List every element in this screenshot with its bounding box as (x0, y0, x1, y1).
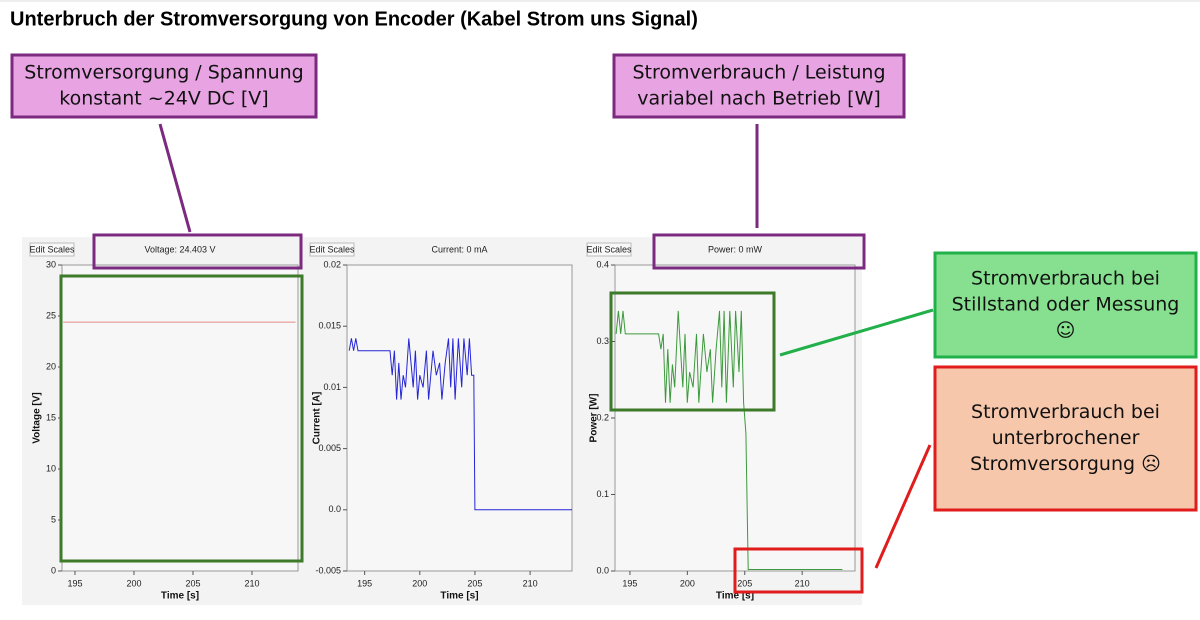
y-axis-label: Voltage [V] (32, 392, 43, 443)
y-tick-label: 15 (46, 412, 56, 422)
callout-text: Stromverbrauch / Leistung (632, 62, 885, 84)
highlight-voltage-header (92, 233, 303, 270)
x-tick-label: 210 (244, 578, 259, 588)
y-axis-label: Current [A] (312, 392, 323, 445)
x-tick-label: 210 (795, 578, 810, 588)
callout-box (10, 53, 318, 119)
y-tick-label: 10 (46, 463, 56, 473)
plot-area (61, 264, 299, 572)
highlight-power-header (652, 233, 866, 270)
slide-title: Unterbruch der Stromversorgung von Encod… (10, 8, 698, 30)
x-tick-label: 210 (523, 578, 538, 588)
callout-text: konstant ~24V DC [V] (59, 88, 268, 110)
y-tick-label: 0.01 (323, 382, 341, 392)
y-tick-label: 0.4 (596, 259, 609, 269)
chart-title: Voltage: 24.403 V (144, 244, 215, 254)
y-tick-label: 20 (46, 361, 56, 371)
x-tick-label: 195 (357, 578, 372, 588)
y-tick-label: 0.0 (328, 504, 341, 514)
y-tick-label: 0.3 (596, 336, 609, 346)
x-tick-label: 205 (737, 578, 752, 588)
chart-title: Power: 0 mW (708, 244, 763, 254)
x-tick-label: 205 (467, 578, 482, 588)
x-tick-label: 200 (126, 578, 141, 588)
y-tick-label: 30 (46, 259, 56, 269)
callout-text: Stromverbrauch bei (971, 268, 1160, 290)
edit-scales-label: Edit Scales (309, 244, 355, 254)
connector (779, 308, 934, 357)
y-tick-label: 0.2 (596, 412, 609, 422)
callout-text: unterbrochener (992, 427, 1140, 449)
callout-text: Stromversorgung / Spannung (24, 62, 303, 84)
y-tick-label: 0.015 (318, 321, 341, 331)
connector (158, 123, 192, 233)
highlight-power-zero (733, 547, 864, 594)
x-axis-label: Time [s] (161, 591, 199, 602)
connector (874, 444, 932, 569)
callout-text: Stromversorgung ☹ (970, 453, 1161, 475)
data-line (348, 338, 572, 511)
x-tick-label: 200 (680, 578, 695, 588)
x-tick-label: 195 (622, 578, 637, 588)
callout-text: variabel nach Betrieb [W] (637, 88, 881, 110)
callout-text: Stromverbrauch bei (971, 401, 1160, 423)
x-axis-label: Time [s] (440, 591, 478, 602)
edit-scales-button[interactable] (586, 242, 632, 257)
highlight-power-idle (609, 291, 776, 412)
y-axis-label: Power [W] (589, 394, 600, 443)
highlight-voltage-plot (59, 274, 304, 563)
data-line (615, 310, 843, 570)
y-tick-label: -0.005 (315, 565, 341, 575)
y-tick-label: 0.0 (596, 565, 609, 575)
callout-box (612, 53, 906, 119)
edit-scales-label: Edit Scales (586, 244, 632, 254)
y-tick-label: 0.1 (596, 489, 609, 499)
y-tick-label: 0.005 (318, 443, 341, 453)
y-tick-label: 5 (51, 514, 56, 524)
x-tick-label: 200 (412, 578, 427, 588)
edit-scales-button[interactable] (309, 242, 355, 257)
y-tick-label: 0.02 (323, 259, 341, 269)
callout-box (933, 251, 1198, 359)
plot-area (346, 264, 573, 572)
edit-scales-button[interactable] (29, 242, 75, 257)
callout-text: ☺ (1056, 320, 1076, 342)
y-tick-label: 25 (46, 310, 56, 320)
x-tick-label: 205 (185, 578, 200, 588)
plot-area (614, 264, 856, 572)
chart-title: Current: 0 mA (431, 244, 487, 254)
callout-text: Stillstand oder Messung (952, 294, 1180, 316)
x-axis-label: Time [s] (716, 591, 754, 602)
y-tick-label: 0 (51, 565, 56, 575)
callout-box (933, 365, 1198, 512)
edit-scales-label: Edit Scales (29, 244, 75, 254)
x-tick-label: 195 (67, 578, 82, 588)
